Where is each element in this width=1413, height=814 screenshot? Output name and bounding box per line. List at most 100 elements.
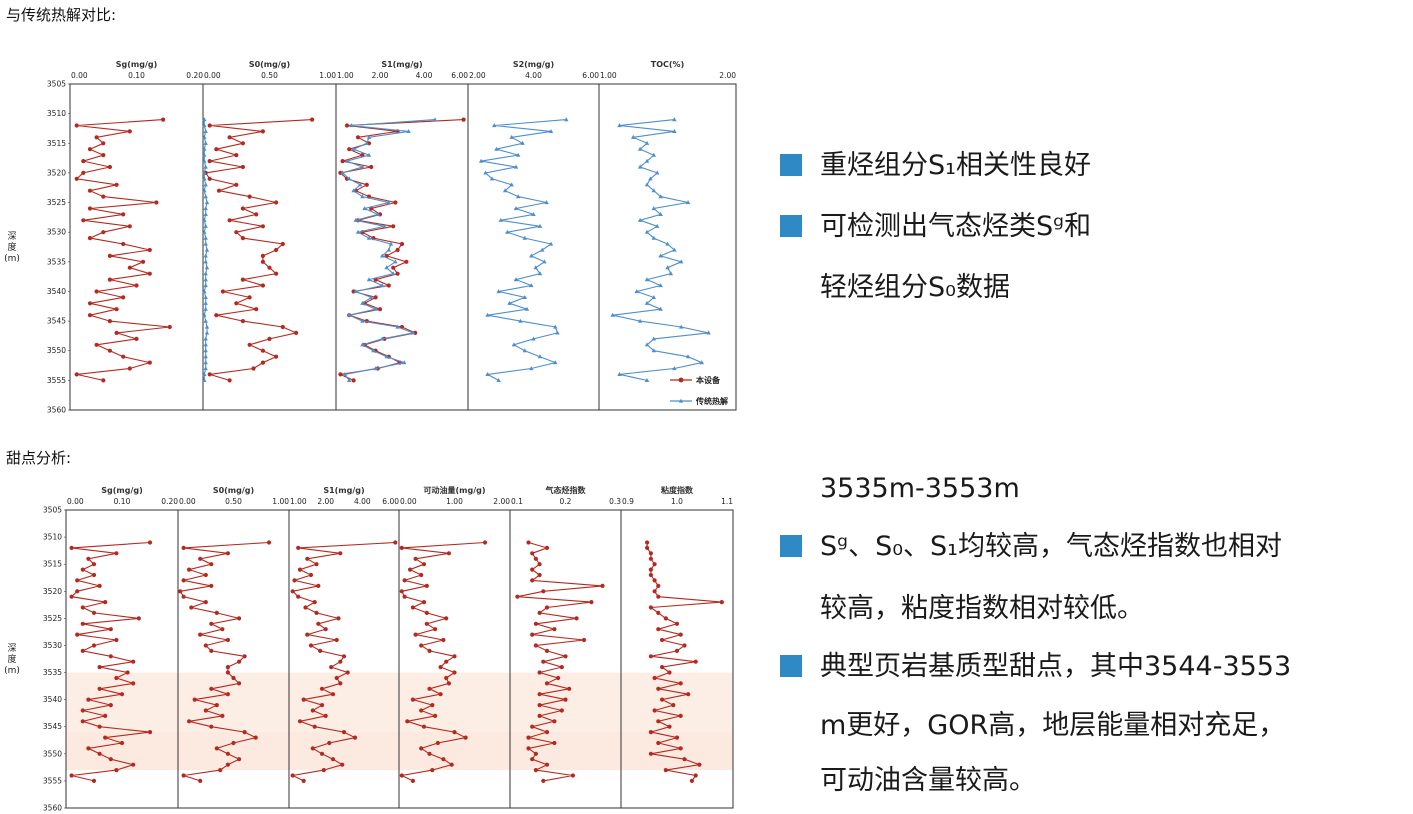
data-point [240, 236, 245, 241]
data-point [644, 229, 650, 234]
x-tick-label: 0.00 [400, 497, 417, 506]
data-point [513, 164, 519, 169]
panel-frame [620, 509, 734, 809]
x-tick-label: 2.00 [493, 497, 510, 506]
legend-marker-blue [678, 398, 684, 403]
data-point [366, 152, 372, 157]
y-tick-label: 3555 [47, 376, 66, 385]
data-point [81, 218, 86, 223]
data-point [202, 289, 207, 294]
data-point [380, 253, 385, 258]
data-point [296, 545, 301, 550]
data-point [114, 182, 119, 187]
data-point [202, 134, 207, 139]
data-point [651, 348, 656, 353]
y-tick-label: 3530 [43, 641, 62, 650]
data-point [91, 562, 97, 567]
data-point [668, 271, 674, 276]
data-point [97, 665, 102, 670]
data-point [658, 253, 663, 258]
data-point [559, 665, 564, 670]
data-point [274, 247, 279, 253]
data-point [667, 670, 672, 675]
bullet-square-icon [780, 535, 802, 557]
data-point [648, 556, 654, 561]
data-point [323, 627, 328, 632]
data-point [419, 572, 424, 578]
data-point [203, 306, 208, 311]
data-point [377, 307, 383, 312]
data-point [648, 572, 654, 578]
data-point [665, 265, 670, 270]
data-point [108, 627, 113, 632]
data-point [393, 540, 398, 545]
data-point [369, 295, 374, 299]
x-tick-label: 6.00 [451, 71, 468, 80]
data-point [433, 713, 438, 718]
data-point [202, 170, 207, 175]
data-point [198, 778, 203, 783]
data-point [280, 241, 285, 247]
data-point [340, 762, 345, 767]
bullet-text-sg: 可检测出气态烃类Sᵍ和 [820, 211, 1092, 242]
data-point [203, 277, 208, 282]
data-point [373, 295, 378, 300]
data-point [147, 540, 153, 545]
data-point [693, 773, 698, 778]
data-point [529, 253, 534, 258]
data-point [444, 659, 449, 664]
data-point [247, 295, 252, 300]
data-point [405, 719, 410, 724]
data-point [292, 578, 297, 583]
y-tick-label: 3555 [43, 776, 62, 785]
data-point [656, 610, 661, 615]
panel-title: S1(mg/g) [323, 486, 364, 495]
data-point [648, 551, 654, 556]
data-point [706, 330, 711, 335]
data-point [678, 681, 683, 686]
data-point [674, 735, 680, 740]
data-point [502, 188, 508, 193]
data-point [645, 545, 650, 550]
data-point [679, 259, 684, 264]
panel-title: Sg(mg/g) [101, 486, 143, 495]
data-point [530, 578, 535, 583]
panel-title: 粘度指数 [660, 485, 694, 495]
bullet-text-high-cont: 较高，粘度指数相对较低。 [820, 593, 1144, 624]
data-point [107, 348, 112, 353]
data-point [537, 562, 542, 567]
series-line [481, 119, 567, 381]
data-point [237, 757, 242, 762]
y-tick-label: 3560 [43, 804, 62, 813]
data-point [665, 241, 670, 246]
data-point [651, 188, 656, 193]
data-point [644, 277, 650, 282]
data-point [672, 366, 677, 371]
panel-frame [467, 83, 600, 411]
data-point [533, 621, 539, 626]
data-point [518, 318, 523, 323]
data-point [203, 223, 208, 228]
data-point [203, 182, 208, 187]
x-tick-label: 1.00 [272, 497, 289, 506]
data-point [644, 378, 650, 382]
data-point [444, 616, 449, 621]
data-point [380, 336, 385, 341]
data-point [202, 176, 207, 181]
bullet-item-high: Sᵍ、S₀、S₁均较高，气态烃指数也相对 [780, 518, 1282, 575]
data-point [679, 324, 684, 329]
data-point [375, 212, 380, 216]
data-point [114, 307, 119, 312]
data-point [509, 134, 514, 139]
data-point [87, 236, 93, 241]
data-point [274, 354, 279, 359]
data-point [347, 312, 352, 317]
data-point [127, 129, 132, 134]
bullet-text-sg-cont: 轻烃组分S₀数据 [820, 272, 1010, 303]
data-point [524, 306, 530, 311]
data-point [644, 158, 650, 163]
x-tick-label: 2.00 [719, 71, 736, 80]
data-point [214, 313, 219, 318]
data-point [648, 567, 654, 572]
data-point [552, 719, 557, 724]
